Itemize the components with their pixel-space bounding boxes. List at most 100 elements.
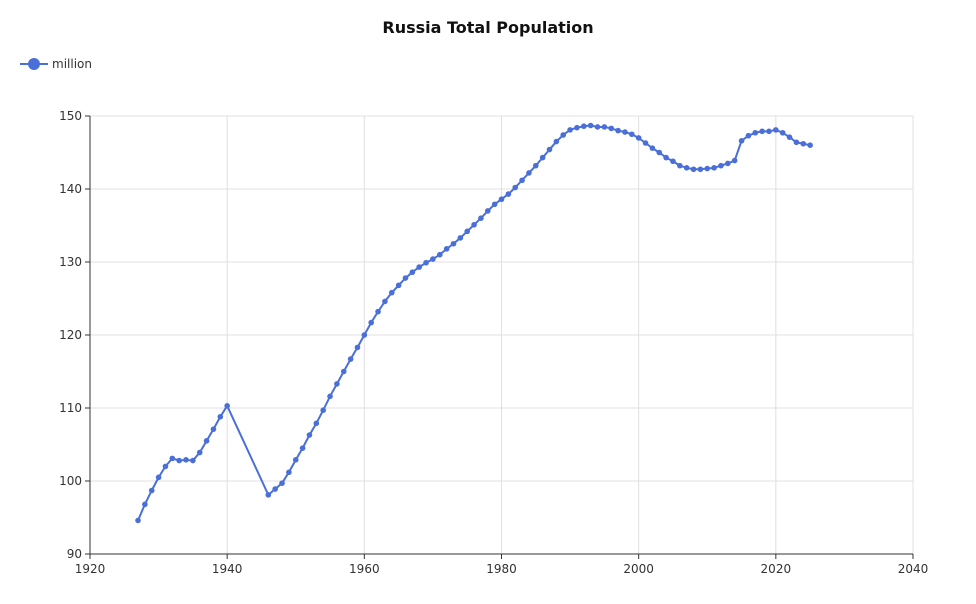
data-point[interactable] bbox=[484, 208, 491, 214]
data-point[interactable] bbox=[416, 264, 423, 270]
data-point[interactable] bbox=[334, 381, 340, 387]
data-point[interactable] bbox=[766, 128, 772, 135]
data-point[interactable] bbox=[532, 162, 539, 169]
data-point[interactable] bbox=[183, 457, 189, 463]
data-point[interactable] bbox=[436, 251, 443, 258]
data-point[interactable] bbox=[142, 501, 148, 508]
data-point[interactable] bbox=[148, 487, 155, 494]
data-point[interactable] bbox=[704, 165, 711, 172]
data-point[interactable] bbox=[464, 228, 471, 235]
data-point[interactable] bbox=[615, 127, 621, 134]
data-point[interactable] bbox=[642, 140, 649, 146]
data-point[interactable] bbox=[368, 319, 374, 326]
data-point[interactable] bbox=[306, 432, 313, 438]
data-point[interactable] bbox=[176, 457, 182, 464]
data-point[interactable] bbox=[450, 240, 457, 247]
data-point[interactable] bbox=[217, 413, 224, 420]
data-point[interactable] bbox=[155, 474, 162, 481]
data-point[interactable] bbox=[382, 298, 388, 305]
data-point[interactable] bbox=[292, 457, 299, 463]
data-point[interactable] bbox=[423, 259, 429, 266]
data-point[interactable] bbox=[574, 124, 580, 131]
data-point[interactable] bbox=[718, 162, 724, 169]
data-point[interactable] bbox=[272, 486, 278, 492]
chart-title: Russia Total Population bbox=[382, 18, 594, 37]
data-point[interactable] bbox=[567, 127, 573, 133]
data-point[interactable] bbox=[725, 160, 731, 167]
data-point[interactable] bbox=[581, 123, 587, 130]
data-point[interactable] bbox=[601, 124, 608, 130]
data-point[interactable] bbox=[807, 142, 813, 148]
data-point[interactable] bbox=[670, 158, 676, 165]
data-point[interactable] bbox=[498, 196, 505, 203]
data-point[interactable] bbox=[553, 138, 560, 145]
data-point[interactable] bbox=[203, 438, 210, 444]
data-point[interactable] bbox=[608, 125, 615, 132]
data-point[interactable] bbox=[738, 138, 745, 144]
data-point[interactable] bbox=[430, 256, 436, 262]
data-point[interactable] bbox=[169, 455, 176, 462]
data-point[interactable] bbox=[286, 469, 292, 476]
data-point[interactable] bbox=[800, 140, 807, 147]
data-point[interactable] bbox=[313, 420, 320, 427]
data-point[interactable] bbox=[649, 145, 656, 151]
data-point[interactable] bbox=[491, 201, 498, 208]
legend-label: million bbox=[52, 57, 92, 71]
data-point[interactable] bbox=[162, 463, 169, 470]
data-point[interactable] bbox=[375, 308, 381, 315]
data-point[interactable] bbox=[327, 393, 333, 400]
data-point[interactable] bbox=[677, 162, 683, 169]
data-point[interactable] bbox=[745, 132, 752, 139]
data-point[interactable] bbox=[622, 129, 628, 135]
data-point[interactable] bbox=[340, 368, 347, 375]
data-point[interactable] bbox=[196, 449, 203, 456]
data-point[interactable] bbox=[656, 149, 663, 156]
data-point[interactable] bbox=[279, 480, 285, 486]
data-point[interactable] bbox=[478, 215, 484, 221]
data-point[interactable] bbox=[539, 154, 546, 161]
data-point[interactable] bbox=[299, 445, 306, 451]
data-point[interactable] bbox=[443, 246, 450, 252]
data-point[interactable] bbox=[457, 235, 464, 241]
data-point[interactable] bbox=[629, 131, 635, 138]
data-point[interactable] bbox=[594, 124, 601, 130]
data-point[interactable] bbox=[320, 407, 326, 413]
data-point[interactable] bbox=[697, 166, 704, 173]
data-point[interactable] bbox=[711, 165, 717, 171]
data-point[interactable] bbox=[409, 269, 416, 276]
data-point[interactable] bbox=[190, 457, 196, 464]
data-point[interactable] bbox=[210, 426, 217, 432]
data-point[interactable] bbox=[635, 135, 642, 141]
data-point[interactable] bbox=[690, 166, 697, 173]
data-point[interactable] bbox=[793, 139, 800, 146]
data-point[interactable] bbox=[471, 221, 477, 228]
data-point[interactable] bbox=[354, 344, 361, 351]
data-point[interactable] bbox=[361, 332, 368, 338]
legend[interactable]: million bbox=[20, 56, 92, 72]
data-point[interactable] bbox=[546, 146, 553, 153]
data-point[interactable] bbox=[526, 170, 532, 176]
x-tick-label: 2000 bbox=[623, 562, 654, 576]
data-point[interactable] bbox=[663, 154, 669, 161]
data-point[interactable] bbox=[519, 177, 525, 184]
data-point[interactable] bbox=[786, 134, 793, 140]
data-point[interactable] bbox=[347, 356, 354, 362]
data-point[interactable] bbox=[779, 129, 786, 136]
data-point[interactable] bbox=[388, 289, 395, 296]
data-point[interactable] bbox=[752, 129, 759, 136]
data-point[interactable] bbox=[135, 517, 141, 524]
data-point[interactable] bbox=[683, 165, 690, 171]
data-point[interactable] bbox=[224, 403, 230, 409]
data-point[interactable] bbox=[731, 157, 738, 164]
data-point[interactable] bbox=[773, 127, 779, 133]
data-point[interactable] bbox=[512, 184, 519, 191]
data-point[interactable] bbox=[265, 492, 272, 498]
data-point[interactable] bbox=[759, 128, 765, 135]
data-point[interactable] bbox=[505, 191, 512, 197]
legend-marker bbox=[28, 58, 40, 70]
data-point[interactable] bbox=[395, 282, 402, 289]
data-point[interactable] bbox=[402, 275, 409, 281]
data-point[interactable] bbox=[560, 132, 567, 138]
data-point[interactable] bbox=[587, 122, 594, 129]
